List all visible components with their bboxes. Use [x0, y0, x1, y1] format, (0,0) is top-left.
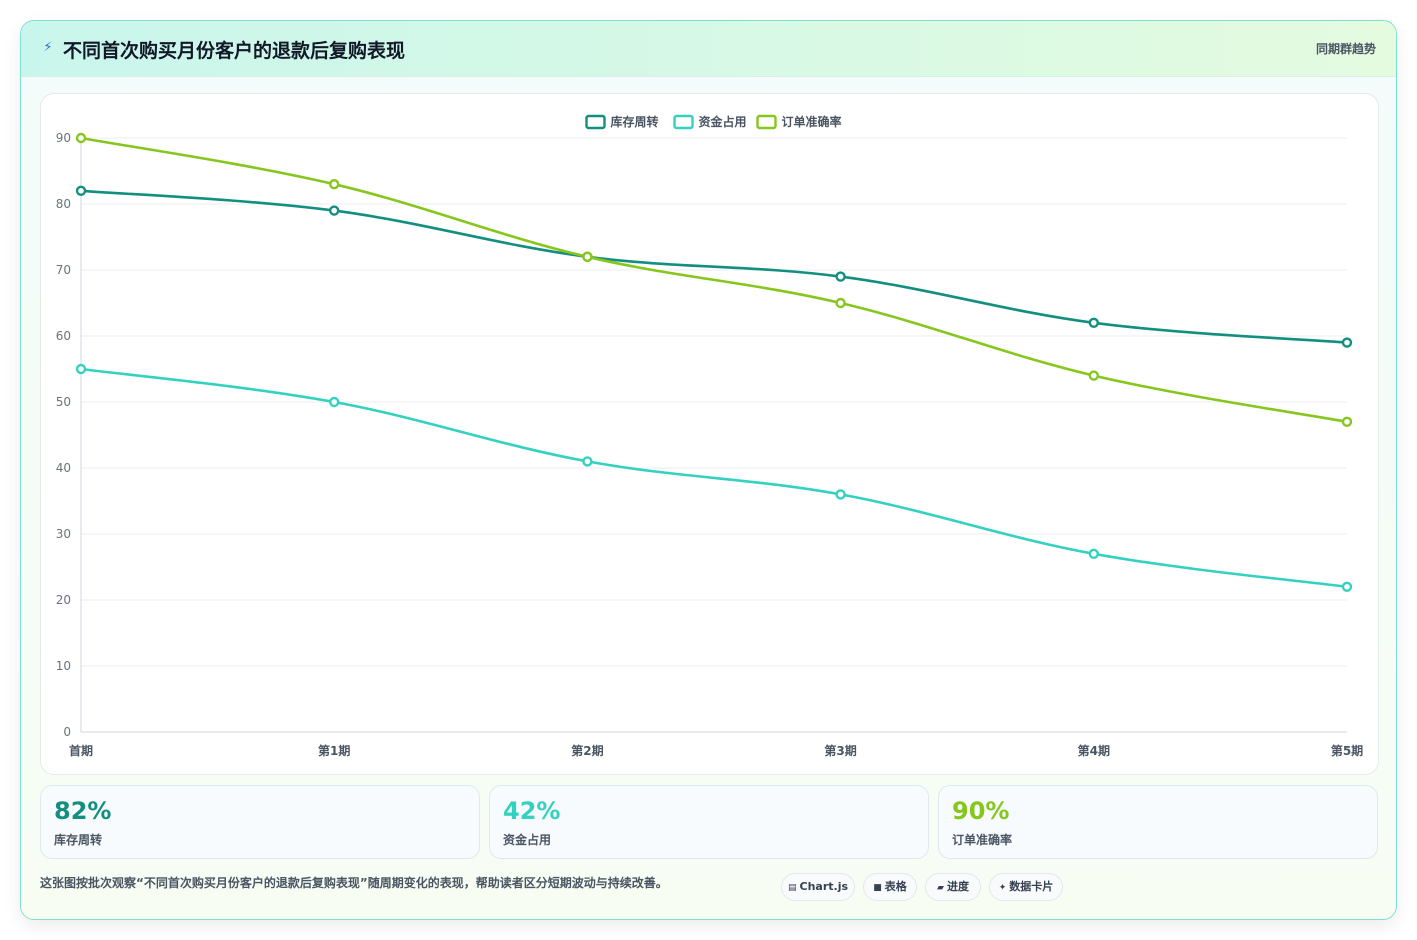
- footer-note: 这张图按批次观察“不同首次购买月份客户的退款后复购表现”随周期变化的表现，帮助读…: [40, 876, 668, 890]
- data-point: [835, 271, 846, 282]
- x-tick-label: 第2期: [571, 743, 603, 758]
- data-point: [835, 297, 846, 309]
- data-point: [1341, 581, 1353, 592]
- lightning-icon: ⚡: [43, 40, 53, 55]
- series-line-1: [80, 189, 1348, 344]
- y-tick-label: 70: [56, 263, 71, 277]
- chart-type-tag: 同期群趋势: [1315, 42, 1376, 56]
- data-point: [329, 396, 340, 408]
- x-tick-label: 第1期: [318, 743, 350, 758]
- tag-progress[interactable]: ▰ 进度: [925, 873, 981, 901]
- legend-swatch: [673, 114, 694, 130]
- data-point: [1088, 548, 1100, 559]
- data-point: [835, 489, 846, 500]
- data-point: [582, 456, 593, 467]
- x-tick-label: 第5期: [1331, 743, 1363, 758]
- y-tick-label: 90: [56, 131, 71, 145]
- legend-label: 订单准确率: [782, 114, 842, 129]
- line-chart: 0 10 20 30 40 50 60 70 80 90 首期 第1期 第2期 第3期 第4期 第5期 库存周转…: [56, 114, 1363, 758]
- data-point: [1088, 317, 1100, 329]
- cohort-card: ⚡ 不同首次购买月份客户的退款后复购表现 同期群趋势 0 10 20 30 40 50 60…: [20, 20, 1397, 920]
- tag-chartjs[interactable]: ▤ Chart.js: [781, 873, 855, 901]
- kpi-label: 订单准确率: [952, 833, 1013, 847]
- data-point: [329, 178, 340, 190]
- data-point: [1088, 370, 1100, 381]
- tag-label: Chart.js: [799, 880, 849, 893]
- data-point: [582, 251, 593, 263]
- tag-table[interactable]: ■ 表格: [863, 873, 917, 901]
- sparkle-icon: ✦: [998, 883, 1007, 893]
- tag-data-card[interactable]: ✦ 数据卡片: [989, 873, 1063, 901]
- page-title: 不同首次购买月份客户的退款后复购表现: [63, 40, 406, 62]
- kpi-card-accuracy: 90% 订单准确率: [938, 785, 1378, 859]
- tag-label: 数据卡片: [1009, 880, 1054, 893]
- x-tick-label: 首期: [69, 743, 93, 758]
- kpi-value: 42%: [503, 797, 561, 825]
- kpi-value: 82%: [54, 797, 112, 825]
- legend-swatch: [756, 114, 777, 130]
- y-tick-label: 80: [56, 197, 71, 211]
- table-icon: ■: [873, 883, 882, 893]
- data-point: [75, 132, 87, 144]
- kpi-label: 资金占用: [503, 833, 552, 847]
- data-point: [1341, 337, 1353, 348]
- y-tick-label: 10: [56, 659, 71, 673]
- x-tick-label: 第3期: [824, 743, 856, 758]
- y-tick-label: 0: [63, 725, 71, 739]
- series-line-2: [80, 367, 1348, 589]
- tag-label: 表格: [884, 880, 907, 893]
- kpi-label: 库存周转: [54, 833, 103, 847]
- kpi-card-capital: 42% 资金占用: [489, 785, 929, 859]
- tag-label: 进度: [946, 880, 969, 893]
- y-tick-label: 50: [56, 395, 71, 409]
- chart-panel: 0 10 20 30 40 50 60 70 80 90 首期 第1期 第2期 第3期 第4期 第5期 库存周转…: [40, 93, 1379, 775]
- legend-label: 资金占用: [699, 114, 747, 129]
- y-tick-label: 40: [56, 461, 71, 475]
- kpi-value: 90%: [952, 797, 1010, 825]
- kpi-card-inventory: 82% 库存周转: [40, 785, 480, 859]
- x-tick-label: 第4期: [1078, 743, 1110, 758]
- chart-icon: ▤: [787, 883, 797, 893]
- y-tick-label: 60: [56, 329, 71, 343]
- y-tick-label: 20: [56, 593, 71, 607]
- y-tick-label: 30: [56, 527, 71, 541]
- legend-label: 库存周转: [611, 114, 659, 129]
- data-point: [329, 205, 340, 216]
- progress-icon: ▰: [937, 883, 944, 893]
- data-point: [1341, 416, 1353, 427]
- data-point: [75, 185, 87, 197]
- series-line-3: [80, 136, 1348, 424]
- legend-swatch: [585, 114, 606, 130]
- card-header: ⚡ 不同首次购买月份客户的退款后复购表现 同期群趋势: [21, 21, 1396, 77]
- data-point: [75, 363, 87, 375]
